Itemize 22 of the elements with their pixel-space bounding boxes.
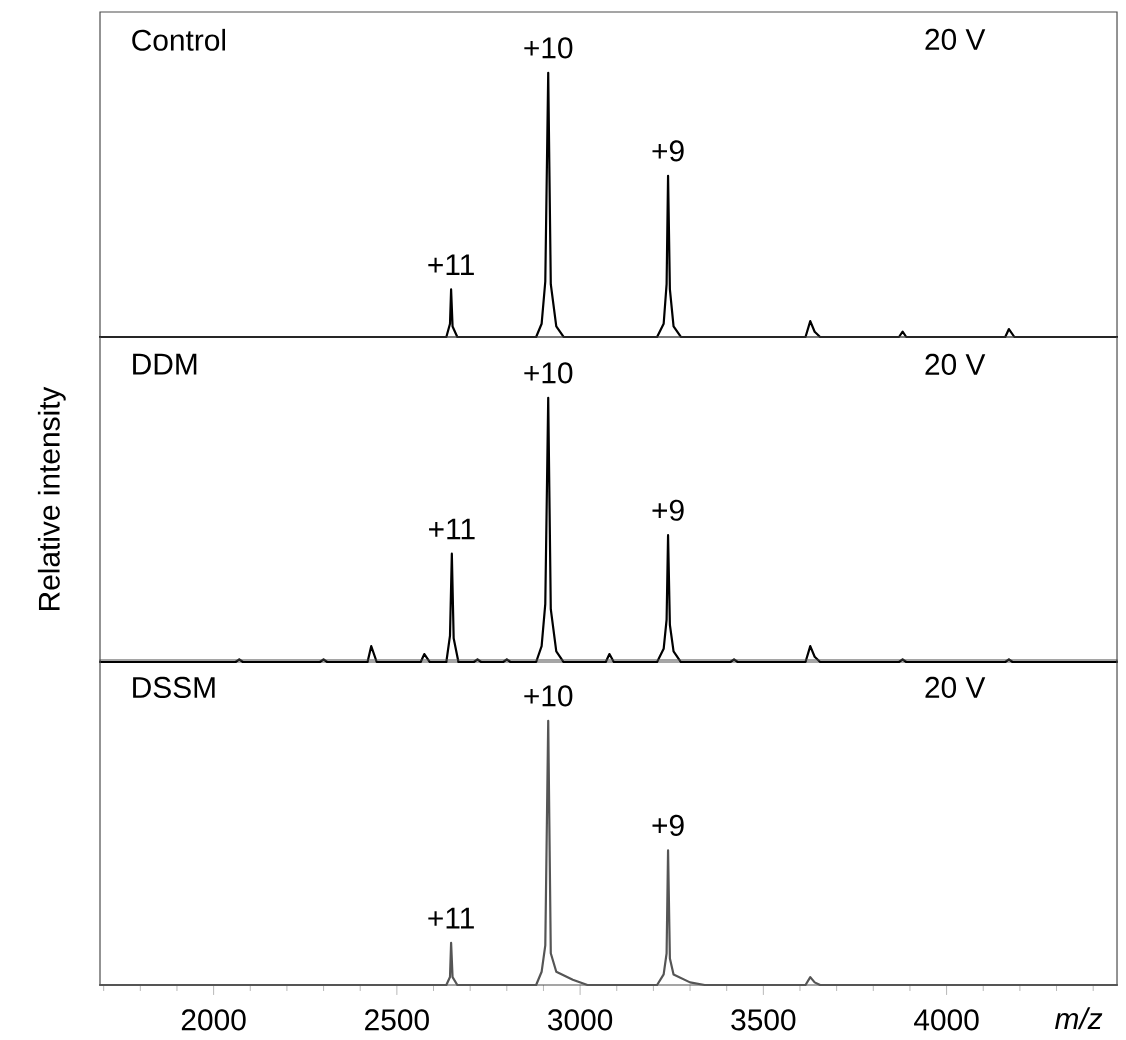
text: 20 V [925, 353, 986, 375]
annotation: +11 [429, 518, 475, 540]
text: Control [132, 28, 226, 51]
x-tick-label: 2000 [181, 1009, 246, 1031]
annotation: +11 [428, 907, 474, 929]
x-axis-title: m/z [1055, 1007, 1103, 1030]
text: DSSM [133, 676, 215, 698]
x-tick-label: 4000 [914, 1009, 979, 1031]
x-tick-label: 3000 [547, 1009, 613, 1031]
annotation: +9 [652, 814, 684, 836]
annotation: +10 [524, 362, 573, 384]
annotation: +9 [652, 499, 684, 521]
text: DDM [133, 353, 197, 375]
y-axis-title: Relative intensity [37, 386, 66, 610]
text: 20 V [925, 28, 986, 50]
x-tick-label: 3500 [731, 1009, 796, 1031]
annotation: +10 [524, 37, 573, 59]
annotation: +9 [652, 140, 684, 162]
annotation: +10 [524, 685, 573, 707]
text: 20 V [925, 676, 986, 698]
annotation: +11 [428, 254, 474, 275]
x-tick-label: 2500 [365, 1009, 429, 1031]
